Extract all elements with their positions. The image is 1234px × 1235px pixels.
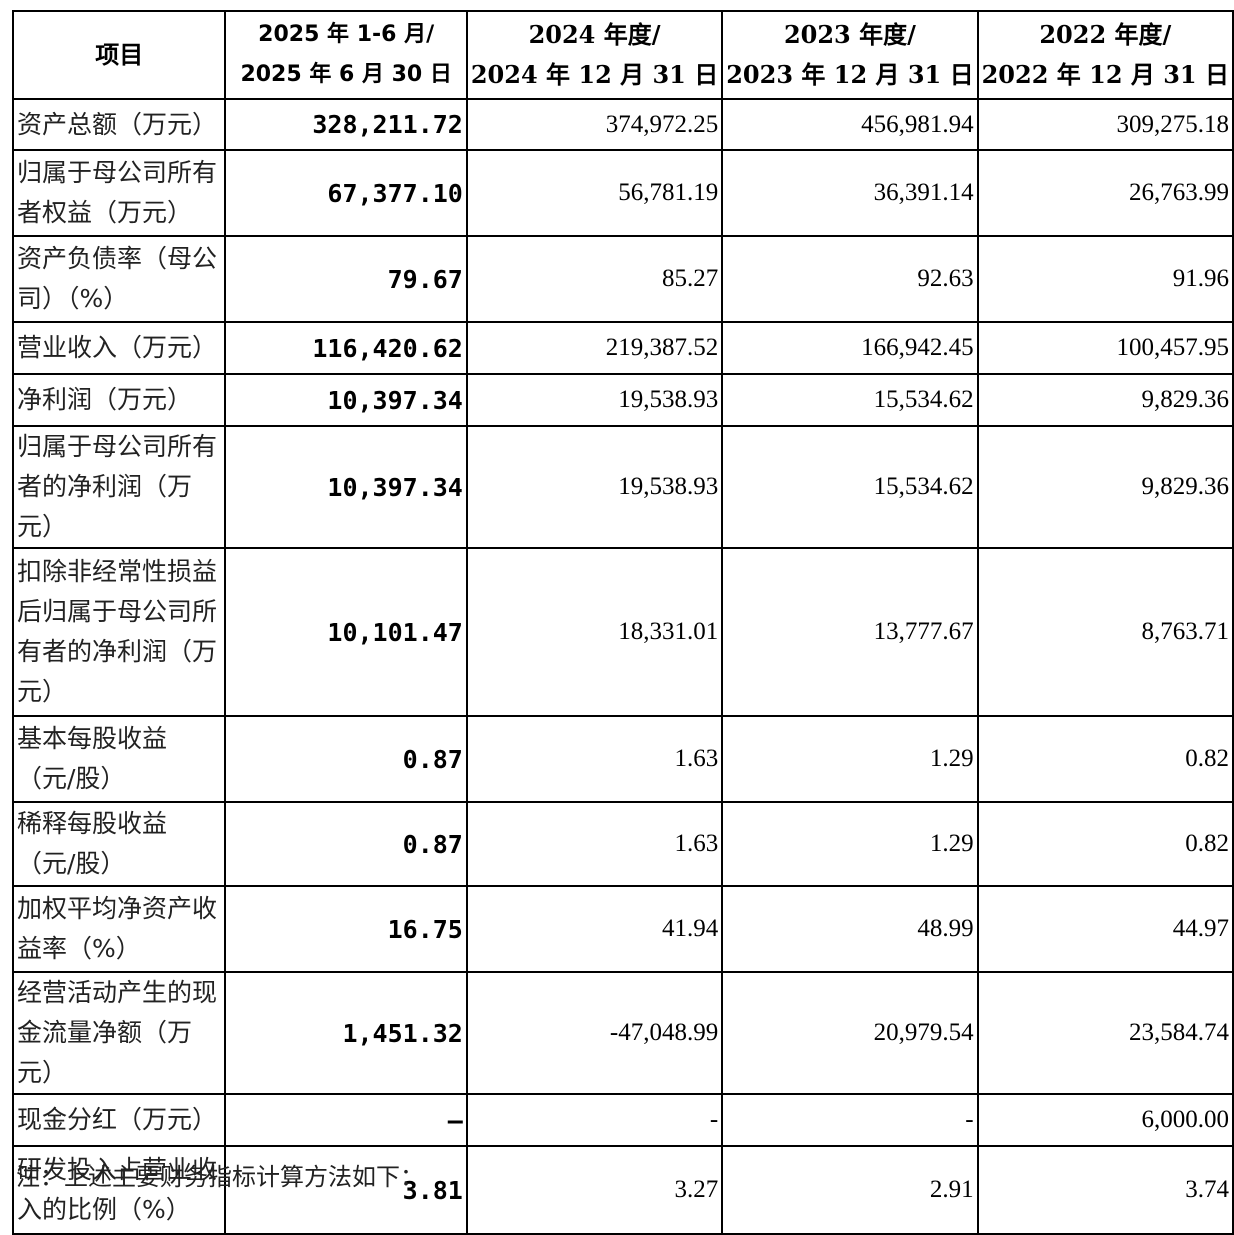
financial-indicators-table: 项目 2025 年 1-6 月/2025 年 6 月 30 日 2024 年度/…	[11, 10, 1234, 1235]
table-row: 归属于母公司所有者的净利润（万元） 10,397.34 19,538.93 15…	[11, 425, 1234, 549]
value-2025: 0.87	[224, 715, 468, 803]
value-2022: 8,763.71	[976, 547, 1234, 717]
value-2023: 13,777.67	[721, 547, 979, 717]
value-2023: 456,981.94	[721, 98, 979, 151]
value-2022: 309,275.18	[976, 98, 1234, 151]
value-2023: 166,942.45	[721, 321, 979, 375]
value-2025: 10,101.47	[224, 547, 468, 717]
value-2023: 1.29	[721, 715, 979, 803]
table-row: 净利润（万元） 10,397.34 19,538.93 15,534.62 9,…	[11, 373, 1234, 427]
table-row: 扣除非经常性损益后归属于母公司所有者的净利润（万元） 10,101.47 18,…	[11, 547, 1234, 717]
value-2024: -	[465, 1093, 724, 1147]
table-row: 加权平均净资产收益率（%） 16.75 41.94 48.99 44.97	[11, 885, 1234, 973]
value-2022: 91.96	[976, 235, 1234, 323]
value-2025: 10,397.34	[224, 373, 468, 427]
row-label: 扣除非经常性损益后归属于母公司所有者的净利润（万元）	[11, 547, 227, 717]
value-2022: 9,829.36	[976, 373, 1234, 427]
table-row: 稀释每股收益（元/股） 0.87 1.63 1.29 0.82	[11, 801, 1234, 887]
row-label: 归属于母公司所有者权益（万元）	[11, 149, 227, 237]
table-row: 资产总额（万元） 328,211.72 374,972.25 456,981.9…	[11, 98, 1234, 151]
value-2025: 10,397.34	[224, 425, 468, 549]
value-2023: -	[721, 1093, 979, 1147]
value-2025: 0.87	[224, 801, 468, 887]
value-2022: 100,457.95	[976, 321, 1234, 375]
row-label: 加权平均净资产收益率（%）	[11, 885, 227, 973]
value-2022: 26,763.99	[976, 149, 1234, 237]
table-row: 营业收入（万元） 116,420.62 219,387.52 166,942.4…	[11, 321, 1234, 375]
value-2024: 1.63	[465, 801, 724, 887]
value-2024: -47,048.99	[465, 971, 724, 1095]
value-2024: 219,387.52	[465, 321, 724, 375]
value-2022: 0.82	[976, 801, 1234, 887]
value-2023: 15,534.62	[721, 373, 979, 427]
header-item: 项目	[11, 10, 227, 100]
table-row: 归属于母公司所有者权益（万元） 67,377.10 56,781.19 36,3…	[11, 149, 1234, 237]
row-label: 营业收入（万元）	[11, 321, 227, 375]
value-2025: 1,451.32	[224, 971, 468, 1095]
table-row: 基本每股收益（元/股） 0.87 1.63 1.29 0.82	[11, 715, 1234, 803]
value-2022: 9,829.36	[976, 425, 1234, 549]
value-2025: 67,377.10	[224, 149, 468, 237]
value-2023: 2.91	[721, 1145, 979, 1235]
value-2022: 3.74	[976, 1145, 1234, 1235]
value-2024: 18,331.01	[465, 547, 724, 717]
value-2022: 6,000.00	[976, 1093, 1234, 1147]
value-2024: 374,972.25	[465, 98, 724, 151]
value-2025: 79.67	[224, 235, 468, 323]
row-label: 归属于母公司所有者的净利润（万元）	[11, 425, 227, 549]
row-label: 净利润（万元）	[11, 373, 227, 427]
value-2023: 92.63	[721, 235, 979, 323]
value-2023: 15,534.62	[721, 425, 979, 549]
header-row: 项目 2025 年 1-6 月/2025 年 6 月 30 日 2024 年度/…	[11, 10, 1234, 100]
value-2024: 19,538.93	[465, 373, 724, 427]
header-2022: 2022 年度/2022 年 12 月 31 日	[976, 10, 1234, 100]
table-row: 现金分红（万元） – - - 6,000.00	[11, 1093, 1234, 1147]
value-2023: 48.99	[721, 885, 979, 973]
value-2024: 85.27	[465, 235, 724, 323]
value-2022: 23,584.74	[976, 971, 1234, 1095]
row-label: 资产负债率（母公司）（%）	[11, 235, 227, 323]
row-label: 经营活动产生的现金流量净额（万元）	[11, 971, 227, 1095]
value-2025: –	[224, 1093, 468, 1147]
value-2024: 56,781.19	[465, 149, 724, 237]
value-2024: 41.94	[465, 885, 724, 973]
value-2022: 44.97	[976, 885, 1234, 973]
value-2024: 1.63	[465, 715, 724, 803]
value-2022: 0.82	[976, 715, 1234, 803]
value-2025: 116,420.62	[224, 321, 468, 375]
row-label: 基本每股收益（元/股）	[11, 715, 227, 803]
row-label: 资产总额（万元）	[11, 98, 227, 151]
table-footnote: 注：上述主要财务指标计算方法如下：	[16, 1163, 424, 1191]
table-row: 经营活动产生的现金流量净额（万元） 1,451.32 -47,048.99 20…	[11, 971, 1234, 1095]
header-2024: 2024 年度/2024 年 12 月 31 日	[465, 10, 724, 100]
header-2023: 2023 年度/2023 年 12 月 31 日	[721, 10, 979, 100]
value-2023: 20,979.54	[721, 971, 979, 1095]
value-2024: 19,538.93	[465, 425, 724, 549]
header-2025: 2025 年 1-6 月/2025 年 6 月 30 日	[224, 10, 468, 100]
value-2025: 328,211.72	[224, 98, 468, 151]
row-label: 稀释每股收益（元/股）	[11, 801, 227, 887]
table-row: 资产负债率（母公司）（%） 79.67 85.27 92.63 91.96	[11, 235, 1234, 323]
value-2023: 1.29	[721, 801, 979, 887]
row-label: 现金分红（万元）	[11, 1093, 227, 1147]
value-2024: 3.27	[465, 1145, 724, 1235]
value-2025: 16.75	[224, 885, 468, 973]
value-2023: 36,391.14	[721, 149, 979, 237]
